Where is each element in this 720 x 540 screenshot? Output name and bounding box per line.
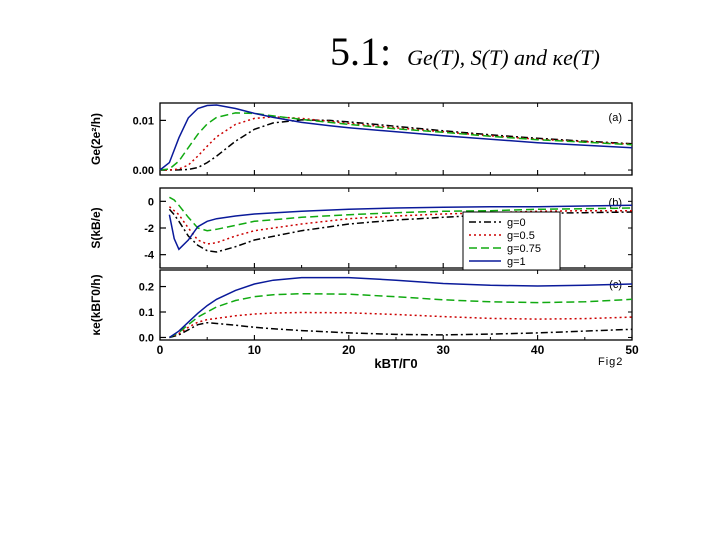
x-tick-label: 20	[342, 343, 356, 357]
series-line	[159, 104, 633, 171]
series-line	[160, 119, 633, 171]
series-line	[169, 311, 633, 339]
legend-label: g=1	[507, 256, 526, 268]
slide-title: 5.1: Ge(T), S(T) and κe(T)	[330, 28, 600, 75]
series-line	[159, 112, 633, 171]
series-line	[168, 204, 633, 251]
panel-frame	[159, 187, 633, 269]
slide-formula: Ge(T), S(T) and κe(T)	[407, 45, 600, 70]
panel-label: (a)	[609, 112, 622, 124]
series-line	[169, 196, 633, 232]
legend-label: g=0	[507, 217, 526, 229]
panel-0: 0.00 0.01 Ge(2e²/h) (a)	[89, 102, 633, 177]
x-tick-label: 50	[625, 343, 639, 357]
x-axis-label: kBT/Γ0	[374, 356, 417, 371]
x-tick-label: 40	[531, 343, 545, 357]
series-line	[169, 321, 633, 339]
legend: g=0g=0.5g=0.75g=1	[462, 211, 561, 271]
y-tick-label: -2	[144, 223, 154, 235]
legend-label: g=0.5	[507, 230, 535, 242]
y-tick-label: -4	[144, 250, 155, 262]
panel-label: (b)	[609, 197, 622, 209]
y-tick-label: 0.0	[139, 332, 154, 344]
series-line	[168, 208, 633, 253]
slide-number: 5.1:	[330, 29, 392, 74]
y-tick-label: 0.01	[133, 115, 154, 127]
y-tick-label: 0.1	[139, 307, 154, 319]
x-tick-label: 30	[437, 343, 451, 357]
x-tick-label: 10	[248, 343, 262, 357]
y-tick-label: 0.00	[133, 165, 154, 177]
y-axis-label: Ge(2e²/h)	[89, 113, 103, 165]
legend-label: g=0.75	[507, 243, 541, 255]
x-tick-label: 0	[157, 343, 164, 357]
figure-label: Fig2	[598, 356, 624, 368]
panel-2: 0.00.10.2κe(kBΓ0/h) (c)	[89, 269, 633, 344]
y-tick-label: 0.2	[139, 282, 154, 294]
y-tick-label: 0	[148, 196, 154, 208]
series-line	[169, 292, 633, 339]
y-axis-label: κe(kBΓ0/h)	[89, 274, 103, 335]
y-axis-label: S(kB/e)	[89, 207, 103, 248]
series-line	[168, 276, 633, 339]
